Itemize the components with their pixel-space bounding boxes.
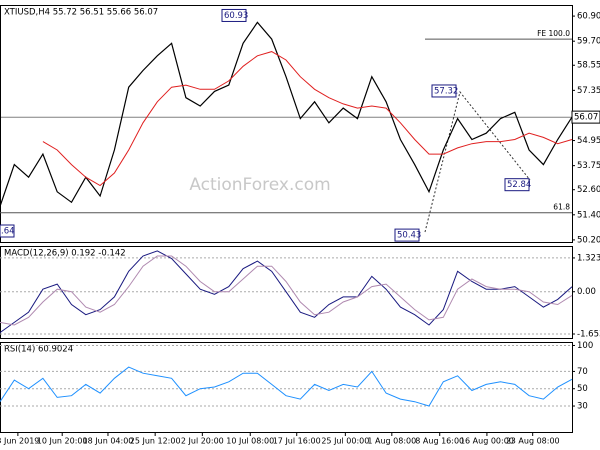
panel-title: XTIUSD,H4 55.72 56.51 55.66 56.07 <box>4 8 158 18</box>
y-tick-label: 52.60 <box>577 185 600 195</box>
x-tick-label: 16 Aug 00:00 <box>460 437 514 446</box>
y-tick-label: 60.90 <box>577 12 600 22</box>
y-tick-label: 100 <box>577 341 593 351</box>
x-tick-label: 18 Jun 04:00 <box>83 437 134 446</box>
x-tick-label: 8 Aug 16:00 <box>415 437 464 446</box>
y-tick-label: 53.75 <box>577 161 600 171</box>
y-tick-label: 70 <box>577 367 588 377</box>
fib-path <box>424 90 531 233</box>
y-tick-label: 58.55 <box>577 61 600 71</box>
price-label-box <box>431 84 457 98</box>
price-label: 57.32 <box>434 86 458 96</box>
y-tick-label: 59.70 <box>577 37 600 47</box>
series-line <box>0 250 573 334</box>
x-tick-label: 2 Jul 20:00 <box>181 437 224 446</box>
panel-frame <box>0 342 573 433</box>
price-label-box <box>221 8 247 22</box>
fib-level-label: 61.8 <box>553 203 570 212</box>
x-tick-label: 10 Jun 20:00 <box>37 437 88 446</box>
y-tick-label: 1.323 <box>577 253 600 263</box>
price-label: 60.93 <box>224 11 248 21</box>
series-line <box>0 21 573 207</box>
last-price-label: 56.07 <box>574 113 598 123</box>
watermark: ActionForex.com <box>189 175 330 195</box>
y-tick-label: 30 <box>577 402 588 412</box>
fib-level-label: FE 100.0 <box>537 29 570 38</box>
x-tick-label: 3 Jun 2019 <box>0 437 39 446</box>
y-tick-label: 50.20 <box>577 235 600 245</box>
y-tick-label: -1.653 <box>577 329 600 339</box>
x-tick-label: 1 Aug 08:00 <box>367 437 416 446</box>
price-label-box <box>394 228 420 242</box>
y-tick-label: 51.40 <box>577 210 600 220</box>
y-tick-label: 54.95 <box>577 136 600 146</box>
x-tick-label: 17 Jul 16:00 <box>273 437 321 446</box>
panel-frame <box>0 5 573 243</box>
panel-frame <box>0 246 573 339</box>
price-label-box <box>0 224 15 238</box>
price-label: 52.84 <box>507 180 531 190</box>
series-line <box>42 51 573 187</box>
price-label: .64 <box>1 227 15 237</box>
panel-title: MACD(12,26,9) 0.192 -0.142 <box>4 249 126 259</box>
x-tick-label: 10 Jul 08:00 <box>226 437 274 446</box>
series-line <box>0 366 573 407</box>
panel-title: RSI(14) 60.9024 <box>4 345 73 355</box>
x-tick-label: 23 Aug 08:00 <box>506 437 560 446</box>
price-label: 50.43 <box>397 231 421 241</box>
y-tick-label: 50 <box>577 384 588 394</box>
y-tick-label: 0.00 <box>577 287 596 297</box>
y-tick-label: 57.35 <box>577 86 600 96</box>
series-line <box>0 255 573 326</box>
price-label-box <box>504 178 530 192</box>
x-tick-label: 25 Jun 12:00 <box>130 437 181 446</box>
x-tick-label: 25 Jul 00:00 <box>321 437 369 446</box>
